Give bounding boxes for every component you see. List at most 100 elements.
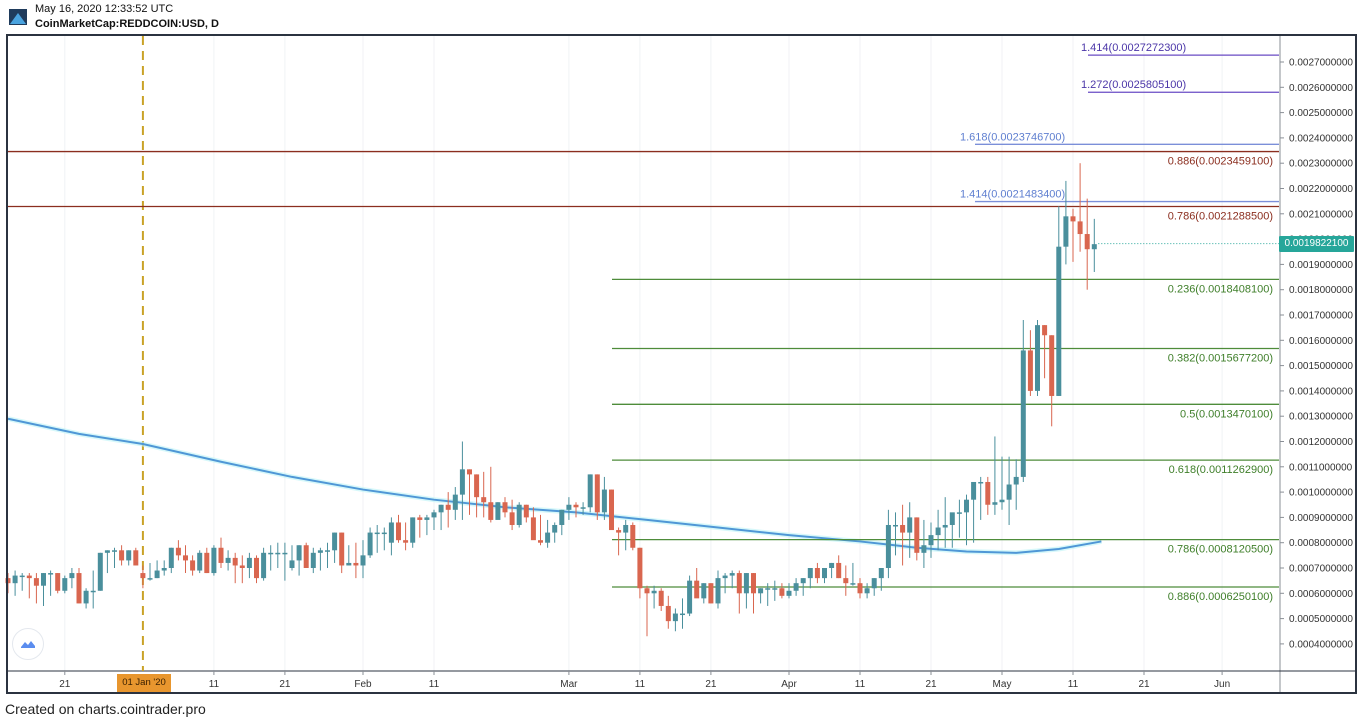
candle-body: [474, 474, 480, 498]
candle-body: [126, 550, 132, 561]
candle-body: [637, 547, 643, 589]
candle-body: [33, 578, 39, 586]
crosshair-date-tag: 01 Jan '20: [117, 674, 171, 692]
candle-body: [949, 512, 955, 525]
candle-body: [303, 545, 309, 568]
candle-body: [523, 504, 529, 518]
candle-body: [587, 474, 593, 508]
fib-level-label: 1.414(0.0021483400): [960, 189, 1065, 201]
candle-body: [942, 524, 948, 528]
candle-body: [900, 524, 906, 533]
candle-body: [452, 494, 458, 510]
candle-body: [417, 517, 423, 520]
candle-body: [658, 590, 664, 606]
candle-body: [715, 578, 721, 604]
candle-body: [580, 507, 586, 509]
candle-body: [516, 504, 522, 525]
candle-body: [992, 502, 998, 505]
candle-body: [864, 588, 870, 594]
candle-body: [403, 540, 409, 543]
fib-level-label: 1.414(0.0027272300): [1081, 42, 1186, 54]
candle-body: [878, 568, 884, 579]
candle-body: [275, 552, 281, 555]
candle-body: [374, 532, 380, 535]
candle-body: [1070, 216, 1076, 222]
candle-body: [807, 568, 813, 579]
x-tick-label: 11: [209, 679, 220, 690]
candle-body: [467, 469, 472, 475]
x-tick-label: 11: [635, 679, 646, 690]
x-tick-label: 21: [705, 679, 717, 690]
candle-body: [367, 532, 373, 556]
candle-body: [204, 552, 210, 574]
candle-body: [197, 552, 203, 571]
chart-timestamp: May 16, 2020 12:33:52 UTC: [35, 3, 174, 15]
x-tick-label: 11: [1068, 679, 1079, 690]
candle-body: [381, 532, 387, 535]
candle-body: [665, 605, 671, 622]
candle-body: [1042, 325, 1048, 336]
candle-body: [388, 522, 394, 543]
candle-body: [857, 583, 863, 594]
candle-body: [296, 545, 302, 561]
candle-body: [190, 560, 196, 571]
candlestick-chart[interactable]: 0.0027000000 0.0026000000 0.0025000000 0.00…: [0, 0, 1366, 700]
tradingview-badge[interactable]: [12, 628, 44, 660]
candle-body: [999, 499, 1005, 503]
candle-body: [680, 613, 685, 616]
fib-level-label: 0.886(0.0023459100): [1168, 156, 1273, 168]
y-tick-label: 0.0027000000: [1289, 58, 1353, 69]
candle-body: [325, 550, 330, 552]
candle-body: [339, 532, 345, 566]
candle-body: [843, 578, 849, 584]
candle-body: [623, 524, 629, 533]
candle-body: [956, 512, 962, 514]
candle-body: [1020, 350, 1026, 477]
candle-body: [736, 573, 742, 594]
candle-body: [687, 580, 693, 614]
y-tick-label: 0.0017000000: [1289, 311, 1353, 322]
candle-body: [530, 517, 536, 541]
candle-body: [502, 502, 508, 513]
candle-body: [964, 499, 969, 513]
candle-body: [559, 509, 565, 525]
y-tick-label: 0.0025000000: [1289, 108, 1353, 119]
candle-body: [708, 583, 714, 604]
fib-level-label: 1.618(0.0023746700): [960, 131, 1065, 143]
candle-body: [424, 517, 430, 520]
chart-frame: [6, 34, 1357, 694]
candle-body: [545, 532, 551, 543]
candle-body: [346, 562, 352, 566]
candle-body: [168, 547, 174, 568]
y-tick-label: 0.0013000000: [1289, 412, 1353, 423]
candle-body: [928, 535, 934, 546]
candle-body: [651, 590, 657, 594]
candle-body: [62, 578, 68, 591]
candle-body: [232, 557, 238, 566]
candle-body: [1084, 234, 1090, 250]
candle-body: [119, 550, 125, 561]
candle-body: [1027, 350, 1033, 391]
candle-body: [268, 552, 274, 555]
candle-body: [871, 578, 877, 589]
candle-body: [83, 590, 89, 604]
candle-body: [694, 580, 700, 599]
x-tick-label: 11: [855, 679, 866, 690]
candle-body: [317, 550, 323, 553]
fib-level-label: 0.236(0.0018408100): [1168, 283, 1273, 295]
candle-body: [360, 555, 366, 566]
candle-body: [758, 588, 764, 594]
candle-body: [225, 557, 231, 563]
candle-body: [616, 530, 622, 533]
candle-body: [183, 555, 188, 561]
candle-body: [573, 504, 579, 508]
candle-body: [12, 575, 18, 584]
candle-body: [779, 588, 785, 596]
x-tick-label: 21: [59, 679, 71, 690]
candle-body: [914, 517, 920, 553]
x-tick-label: Apr: [781, 679, 797, 690]
candle-body: [566, 504, 572, 510]
fib-level-label: 0.886(0.0006250100): [1168, 591, 1273, 603]
y-tick-label: 0.0022000000: [1289, 184, 1353, 195]
candle-body: [431, 512, 437, 518]
